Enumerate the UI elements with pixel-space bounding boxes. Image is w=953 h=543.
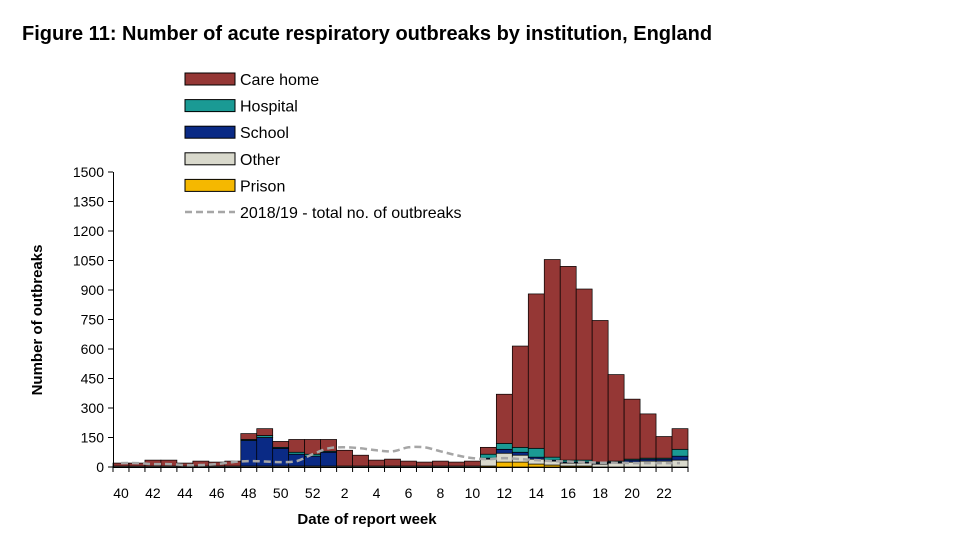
bar-school-week-52 — [304, 455, 321, 467]
x-ticks: 40 42 44 46 48 50 52 2 4 6 8 10 12 14 16 18 20 22 — [112, 467, 689, 501]
y-tick-label-1500: 1500 — [73, 164, 104, 180]
legend-swatch-care-home — [184, 72, 236, 86]
bar-care-home-week-9 — [448, 461, 465, 467]
bar-other-week-18 — [591, 463, 609, 468]
x-tick-label-8: 8 — [437, 485, 445, 501]
y-tick-label-600: 600 — [81, 341, 105, 357]
x-tick-label-52: 52 — [305, 485, 321, 501]
bar-school-week-13 — [511, 451, 529, 456]
x-tick-label-42: 42 — [145, 485, 161, 501]
x-tick-label-12: 12 — [497, 485, 513, 501]
x-tick-label-50: 50 — [273, 485, 289, 501]
legend-label-reference-line: 2018/19 - total no. of outbreaks — [240, 205, 461, 222]
bar-hospital-week-23 — [671, 448, 689, 457]
bar-care-home-week-7 — [416, 461, 433, 467]
reference-line-2018-19 — [120, 445, 680, 467]
bar-care-home-week-18 — [591, 320, 609, 463]
bar-care-home-week-20 — [623, 398, 641, 460]
bar-prison-week-14 — [527, 463, 545, 468]
y-tick-label-450: 450 — [81, 371, 105, 387]
x-tick-label-46: 46 — [209, 485, 225, 501]
bar-care-home-week-17 — [575, 288, 593, 461]
bar-care-home-week-13 — [511, 345, 529, 448]
bar-care-home-week-16 — [559, 266, 577, 461]
x-axis-title: Date of report week — [297, 511, 437, 528]
y-tick-label-900: 900 — [81, 282, 105, 298]
y-tick-label-1200: 1200 — [73, 223, 104, 239]
y-tick-label-750: 750 — [81, 312, 105, 328]
plot-area — [112, 259, 689, 468]
bar-school-week-1 — [320, 451, 337, 467]
y-tick-label-0: 0 — [96, 459, 104, 475]
legend-label-other: Other — [240, 152, 281, 169]
bar-care-home-week-23 — [671, 428, 689, 450]
bar-care-home-week-51 — [288, 439, 306, 453]
bar-care-home-week-49 — [256, 428, 274, 436]
legend-label-care-home: Care home — [240, 72, 319, 89]
bar-care-home-week-22 — [655, 436, 673, 459]
y-axis-title: Number of outbreaks — [29, 245, 46, 396]
y-tick-label-1050: 1050 — [73, 253, 104, 269]
y-tick-label-1350: 1350 — [73, 194, 104, 210]
legend-swatch-school — [184, 125, 236, 139]
y-tick-label-300: 300 — [81, 400, 105, 416]
x-tick-label-2: 2 — [341, 485, 349, 501]
bar-care-home-week-19 — [607, 374, 625, 462]
bar-school-week-23 — [671, 455, 689, 461]
bar-care-home-week-15 — [543, 259, 561, 458]
legend-label-school: School — [240, 125, 289, 142]
bar-school-week-12 — [495, 448, 513, 454]
legend-swatch-other — [184, 152, 236, 166]
bar-care-home-week-3 — [352, 454, 369, 467]
x-tick-label-6: 6 — [405, 485, 413, 501]
legend-label-hospital: Hospital — [240, 99, 298, 116]
bar-care-home-week-11 — [480, 446, 497, 455]
bar-care-home-week-10 — [464, 460, 481, 467]
x-tick-label-16: 16 — [560, 485, 576, 501]
y-tick-label-150: 150 — [81, 430, 105, 446]
x-tick-label-40: 40 — [113, 485, 129, 501]
x-tick-label-20: 20 — [624, 485, 640, 501]
x-tick-label-44: 44 — [177, 485, 193, 501]
bar-care-home-week-1 — [320, 439, 337, 452]
bar-hospital-week-12 — [495, 443, 513, 450]
bar-other-week-23 — [671, 459, 689, 468]
bar-hospital-week-13 — [511, 446, 529, 453]
bar-care-home-week-2 — [336, 449, 353, 467]
x-tick-label-14: 14 — [529, 485, 545, 501]
y-ticks: 0 150 300 450 600 750 900 1050 1200 1350 1500 — [73, 164, 113, 475]
legend: Care home Hospital School Other Prison 2018/1… — [184, 72, 461, 222]
bar-care-home-week-14 — [527, 293, 545, 449]
legend-swatch-prison — [184, 178, 236, 192]
bar-care-home-week-48 — [240, 433, 258, 440]
bar-other-week-16 — [559, 462, 577, 467]
bar-care-home-week-5 — [384, 458, 401, 467]
bar-care-home-week-21 — [639, 413, 657, 459]
bar-care-home-week-4 — [368, 459, 385, 467]
x-tick-label-48: 48 — [241, 485, 257, 501]
bar-care-home-week-6 — [400, 460, 417, 467]
x-tick-label-22: 22 — [656, 485, 672, 501]
bar-prison-week-12 — [495, 461, 513, 468]
x-tick-label-10: 10 — [465, 485, 481, 501]
x-tick-label-18: 18 — [592, 485, 608, 501]
bar-care-home-week-8 — [432, 460, 449, 467]
legend-swatch-hospital — [184, 99, 236, 113]
legend-label-prison: Prison — [240, 178, 285, 195]
chart-title: Figure 11: Number of acute respiratory o… — [22, 23, 713, 45]
bar-hospital-week-14 — [527, 447, 545, 458]
bar-prison-week-13 — [511, 461, 529, 468]
bar-care-home-week-12 — [495, 393, 513, 444]
bar-school-week-50 — [272, 447, 290, 467]
x-tick-label-4: 4 — [373, 485, 381, 501]
bar-care-home-week-50 — [272, 441, 290, 448]
